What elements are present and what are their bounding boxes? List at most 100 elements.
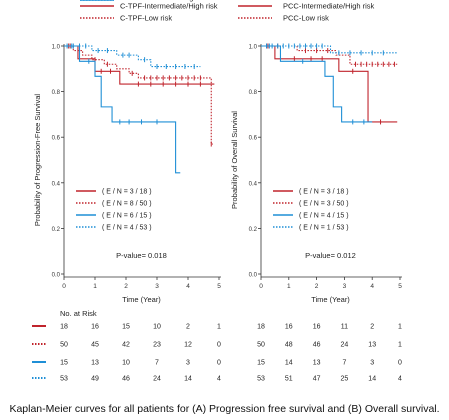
risk-count: 1 [217,324,221,331]
x-axis-label: Time (Year) [122,295,161,304]
x-tick-label: 1 [287,283,291,290]
y-tick-label: 0.2 [52,227,61,233]
y-tick-label: 1.0 [52,45,61,51]
risk-count: 2 [186,324,190,331]
y-tick-label: 0.8 [249,90,258,96]
risk-count: 12 [184,342,192,349]
km-curve [261,45,398,123]
risk-count: 16 [285,324,293,331]
risk-count: 47 [313,376,321,383]
y-tick-label: 0.6 [52,136,61,142]
km-curve [64,45,201,68]
risk-count: 24 [341,342,349,349]
risk-count: 14 [184,376,192,383]
risk-count: 13 [313,360,321,367]
en-legend-label: ( E / N = 3 / 50 ) [299,201,349,208]
x-tick-label: 4 [186,283,190,290]
risk-count: 46 [122,376,130,383]
risk-count: 15 [60,360,68,367]
risk-count: 0 [217,342,221,349]
y-tick-label: 0.4 [52,181,61,187]
risk-count: 11 [341,324,348,331]
risk-count: 0 [398,360,402,367]
x-tick-label: 5 [217,283,221,290]
y-axis-label: Probability of Progression-Free Survival [33,94,42,226]
risk-count: 51 [285,376,293,383]
risk-table-title: No. at Risk [60,309,97,318]
km-curve [64,45,181,174]
y-tick-label: 0.4 [249,181,258,187]
risk-count: 23 [153,342,161,349]
risk-count: 18 [257,324,265,331]
legend-label: PCC-Low risk [283,14,329,23]
risk-count: 1 [398,324,402,331]
en-legend-label: ( E / N = 8 / 50 ) [102,201,152,208]
risk-count: 53 [60,376,68,383]
km-curve [261,45,373,123]
x-tick-label: 2 [124,283,128,290]
x-tick-label: 0 [62,283,66,290]
risk-count: 3 [370,360,374,367]
x-tick-label: 1 [93,283,97,290]
x-tick-label: 5 [398,283,402,290]
figure-caption: Kaplan-Meier curves for all patients for… [9,403,440,415]
risk-count: 53 [257,376,265,383]
en-legend-label: ( E / N = 6 / 15 ) [102,213,152,220]
risk-count: 2 [370,324,374,331]
en-legend-label: ( E / N = 3 / 18 ) [299,189,349,196]
y-tick-label: 0.0 [249,273,258,279]
risk-count: 14 [368,376,376,383]
y-tick-label: 0.2 [249,227,258,233]
en-legend-label: ( E / N = 1 / 53 ) [299,225,349,232]
risk-count: 4 [398,376,402,383]
risk-count: 15 [122,324,130,331]
risk-count: 7 [342,360,346,367]
risk-count: 16 [313,324,321,331]
risk-count: 48 [285,342,293,349]
legend-label: PCC-Intermediate/High risk [283,2,375,11]
risk-count: 46 [313,342,321,349]
y-tick-label: 0.8 [52,90,61,96]
risk-count: 50 [60,342,68,349]
p-value: P-value= 0.012 [305,251,356,260]
risk-count: 13 [91,360,99,367]
risk-count: 3 [186,360,190,367]
x-tick-label: 3 [343,283,347,290]
y-tick-label: 0.6 [249,136,258,142]
legend-label: PCC-Intermediate/High risk [120,0,212,2]
x-tick-label: 3 [155,283,159,290]
risk-count: 24 [153,376,161,383]
risk-count: 16 [91,324,99,331]
risk-count: 18 [60,324,68,331]
risk-count: 13 [368,342,376,349]
x-tick-label: 2 [315,283,319,290]
risk-count: 0 [217,360,221,367]
risk-count: 10 [122,360,130,367]
y-tick-label: 1.0 [249,45,258,51]
risk-count: 1 [398,342,402,349]
risk-count: 15 [257,360,265,367]
risk-count: 14 [285,360,293,367]
risk-count: 42 [122,342,130,349]
risk-count: 50 [257,342,265,349]
risk-count: 25 [341,376,349,383]
y-tick-label: 0.0 [52,273,61,279]
p-value: P-value= 0.018 [116,251,167,260]
en-legend-label: ( E / N = 4 / 53 ) [102,225,152,232]
y-axis-label: Probability of Overall Survival [230,111,239,209]
km-panel-b: 0.0 0.2 0.4 0.6 0.8 1.0 0 1 2 3 4 5 Time (Year) Proba… [230,2,402,383]
legend-label: PCC-Low risk [120,0,166,2]
en-legend-label: ( E / N = 4 / 15 ) [299,213,349,220]
x-axis-label: Time (Year) [311,295,350,304]
legend-label: C-TPF-Low risk [120,14,172,23]
x-tick-label: 0 [259,283,263,290]
risk-count: 4 [217,376,221,383]
legend-label: C-TPF-Intermediate/High risk [120,2,218,11]
km-curve [261,45,398,54]
risk-count: 45 [91,342,99,349]
km-curve [64,45,213,145]
risk-count: 10 [153,324,161,331]
risk-count: 49 [91,376,99,383]
